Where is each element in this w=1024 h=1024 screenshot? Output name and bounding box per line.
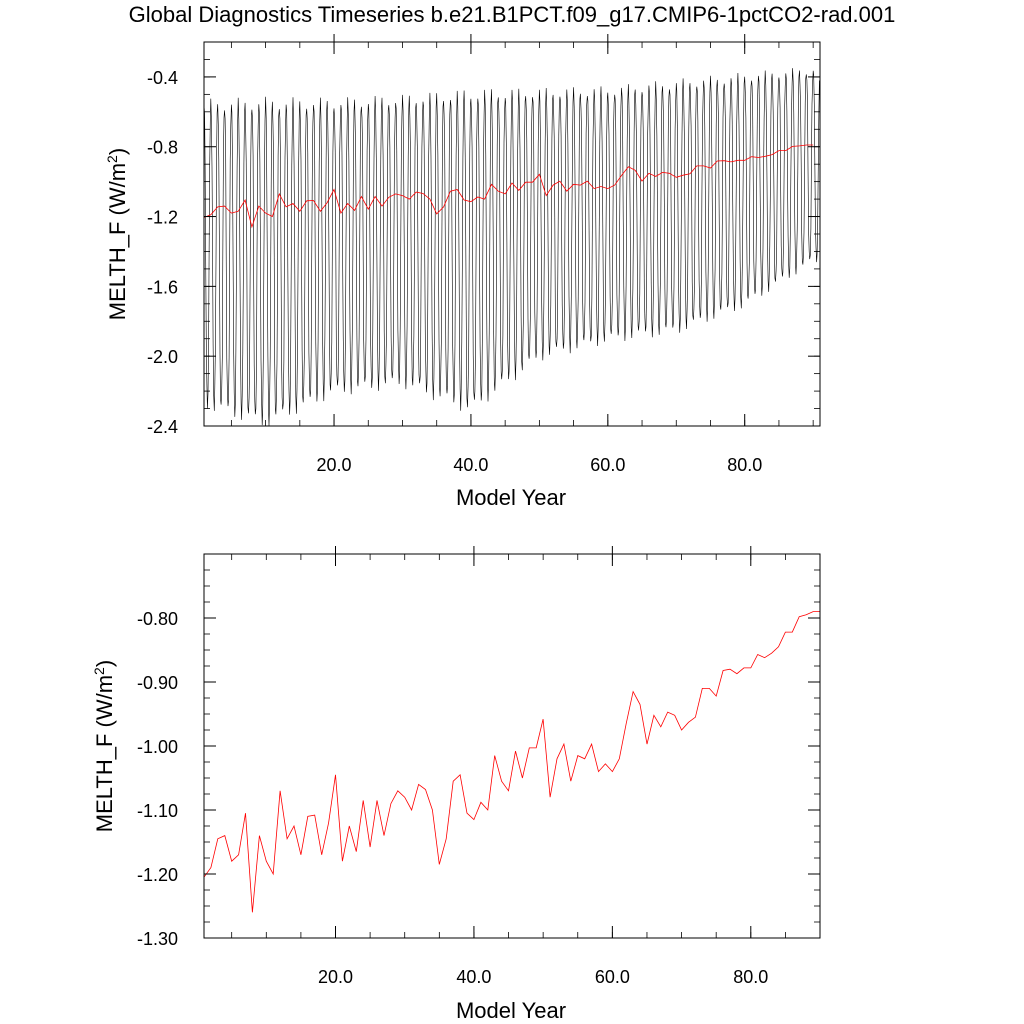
y-tick-label: -0.4: [147, 68, 178, 88]
x-tick-label: 60.0: [590, 455, 625, 475]
bottom-y-axis-label: MELTH_F (W/m2): [91, 660, 117, 832]
bottom-plot-data: [204, 611, 820, 913]
monthly-series-line: [204, 68, 820, 426]
x-tick-label: 80.0: [733, 967, 768, 987]
y-tick-label: -1.10: [137, 801, 178, 821]
bottom-y-label-tail: ): [92, 660, 117, 667]
top-x-axis-label: Model Year: [456, 485, 566, 510]
bottom-panel: -1.30 -1.20 -1.10 -1.00 -0.90 -0.80 20.0 40.0 60…: [91, 546, 821, 1023]
top-y-label-main: MELTH_F (W/m: [105, 163, 130, 320]
x-tick-label: 40.0: [453, 455, 488, 475]
y-tick-label: -1.30: [137, 929, 178, 949]
y-tick-label: -0.90: [137, 673, 178, 693]
annual-mean-line: [204, 611, 820, 913]
y-tick-label: -2.0: [147, 347, 178, 367]
bottom-x-axis-label: Model Year: [456, 998, 566, 1023]
y-tick-label: -0.8: [147, 138, 178, 158]
y-tick-label: -1.2: [147, 208, 178, 228]
top-axis-ticks: -2.4 -2.0 -1.6 -1.2 -0.8 -0.4 20.0 40.0 60.0 80.0: [147, 34, 820, 475]
y-tick-label: -1.6: [147, 277, 178, 297]
annual-mean-line: [204, 144, 814, 229]
x-tick-label: 20.0: [317, 455, 352, 475]
bottom-plot-frame: [203, 553, 821, 939]
x-tick-label: 60.0: [595, 967, 630, 987]
top-panel: -2.4 -2.0 -1.6 -1.2 -0.8 -0.4 20.0 40.0 60.0 80.0…: [104, 34, 821, 510]
y-tick-label: -1.00: [137, 737, 178, 757]
y-tick-label: -1.20: [137, 865, 178, 885]
bottom-y-label-sup: 2: [91, 667, 107, 675]
x-tick-label: 80.0: [727, 455, 762, 475]
figure-title: Global Diagnostics Timeseries b.e21.B1PC…: [128, 2, 896, 27]
bottom-axis-ticks: -1.30 -1.20 -1.10 -1.00 -0.90 -0.80 20.0 40.0 60…: [137, 546, 820, 987]
bottom-y-label-main: MELTH_F (W/m: [92, 675, 117, 832]
top-plot-data: [204, 68, 820, 426]
top-y-label-tail: ): [105, 148, 130, 155]
x-tick-label: 20.0: [318, 967, 353, 987]
y-tick-label: -2.4: [147, 417, 178, 437]
top-y-label-sup: 2: [104, 155, 120, 163]
y-tick-label: -0.80: [137, 609, 178, 629]
top-y-axis-label: MELTH_F (W/m2): [104, 148, 130, 320]
x-tick-label: 40.0: [456, 967, 491, 987]
